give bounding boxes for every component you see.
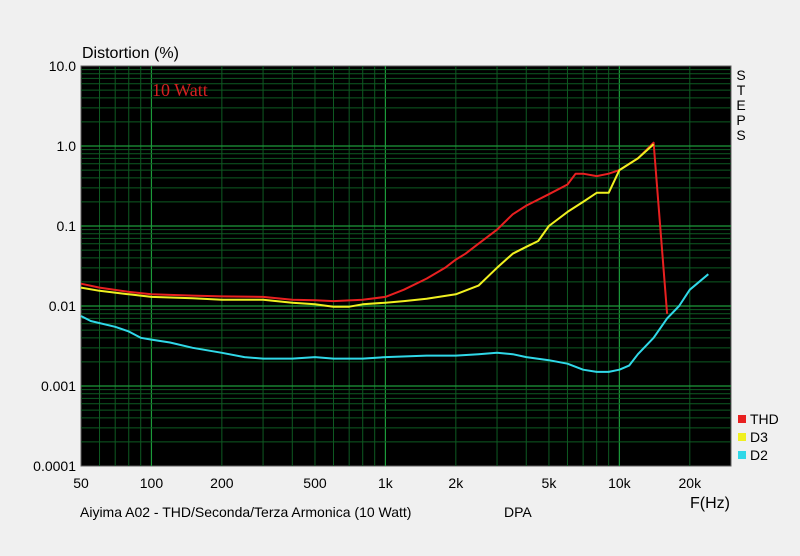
x-tick-label: 5k bbox=[542, 475, 558, 491]
x-tick-label: 2k bbox=[448, 475, 464, 491]
legend-swatch-d2 bbox=[738, 451, 746, 459]
side-label-letter: S bbox=[736, 127, 745, 143]
x-axis-label: F(Hz) bbox=[690, 495, 730, 512]
x-tick-labels: 50 100 200 500 1k 2k 5k 10k 20k bbox=[73, 475, 702, 491]
legend-swatch-d3 bbox=[738, 433, 746, 441]
x-tick-label: 10k bbox=[608, 475, 632, 491]
y-tick-label: 0.1 bbox=[57, 218, 77, 234]
side-label-letter: T bbox=[737, 82, 746, 98]
y-tick-labels: 10.0 1.0 0.1 0.01 0.001 0.0001 bbox=[33, 58, 76, 474]
chart-caption: Aiyima A02 - THD/Seconda/Terza Armonica … bbox=[80, 504, 411, 520]
x-tick-label: 200 bbox=[210, 475, 234, 491]
side-label-letter: P bbox=[736, 112, 745, 128]
legend-label-d2: D2 bbox=[750, 447, 768, 463]
series-line-d2 bbox=[80, 273, 709, 373]
legend-swatch-thd bbox=[738, 415, 746, 423]
plot-area bbox=[80, 65, 732, 467]
y-tick-label: 0.01 bbox=[49, 298, 76, 314]
x-tick-label: 500 bbox=[303, 475, 327, 491]
x-tick-label: 20k bbox=[679, 475, 703, 491]
power-annotation: 10 Watt bbox=[152, 80, 208, 100]
grid-lines bbox=[81, 66, 731, 466]
side-label-letter: S bbox=[736, 67, 745, 83]
legend-label-d3: D3 bbox=[750, 429, 768, 445]
series-line-thd bbox=[80, 141, 669, 314]
legend-label-thd: THD bbox=[750, 411, 779, 427]
x-tick-label: 50 bbox=[73, 475, 89, 491]
side-label-letter: E bbox=[736, 97, 745, 113]
y-tick-label: 10.0 bbox=[49, 58, 76, 74]
x-tick-label: 100 bbox=[140, 475, 164, 491]
y-tick-label: 0.0001 bbox=[33, 458, 76, 474]
x-tick-label: 1k bbox=[378, 475, 394, 491]
chart-caption-brand: DPA bbox=[504, 504, 532, 520]
series-layer bbox=[80, 141, 709, 373]
y-tick-label: 1.0 bbox=[57, 138, 77, 154]
chart-title: Distortion (%) bbox=[82, 45, 179, 62]
y-tick-label: 0.001 bbox=[41, 378, 76, 394]
series-line-d3 bbox=[80, 143, 655, 308]
legend: THD D3 D2 bbox=[738, 411, 779, 463]
